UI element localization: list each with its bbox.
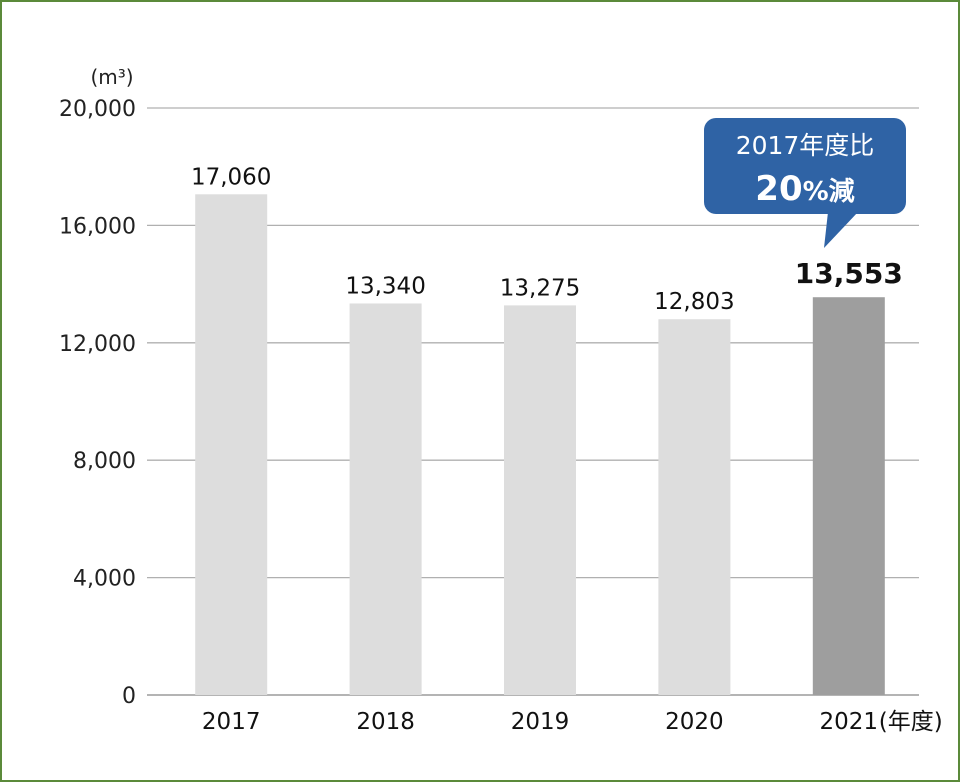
x-tick-label: 2019 [511,709,570,735]
y-tick-label: 0 [122,684,136,709]
bar-2021 [812,297,885,695]
x-tick-label: 2021 [820,709,879,735]
value-label: 17,060 [191,164,271,190]
bar-2020 [658,319,731,695]
callout-line2: 20%減 [755,169,854,209]
callout-pointer [824,212,858,248]
callout-line1: 2017年度比 [736,131,875,160]
y-tick-label: 4,000 [73,567,136,592]
y-tick-label: 20,000 [59,97,136,122]
callout-suffix: %減 [803,177,855,207]
callout: 2017年度比 20%減 [704,118,906,248]
y-tick-label: 8,000 [73,449,136,474]
value-label: 13,275 [500,275,580,301]
y-tick-label: 12,000 [59,332,136,357]
value-label: 12,803 [654,289,734,315]
x-tick-label: 2017 [202,709,261,735]
x-tick-label: 2018 [356,709,415,735]
callout-box [704,118,906,214]
value-label: 13,553 [795,257,903,290]
y-unit-label: (m³) [90,65,133,89]
x-axis-unit: (年度) [879,709,943,735]
bar-2019 [504,305,576,695]
y-tick-label: 16,000 [59,214,136,239]
x-tick-label: 2020 [665,709,724,735]
callout-number: 20 [755,169,802,209]
bar-2017 [195,194,268,695]
value-label: 13,340 [345,273,425,299]
bar-2018 [349,303,422,695]
